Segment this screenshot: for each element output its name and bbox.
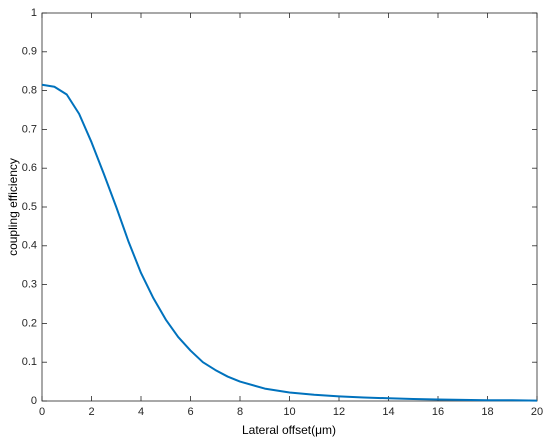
y-tick-label: 0.1	[22, 356, 37, 368]
x-tick-label: 2	[88, 406, 94, 418]
y-tick-label: 0.6	[22, 162, 37, 174]
x-tick-label: 14	[382, 406, 394, 418]
x-tick-label: 10	[283, 406, 295, 418]
y-tick-label: 0.3	[22, 279, 37, 291]
x-tick-label: 16	[432, 406, 444, 418]
x-axis-label: Lateral offset(μm)	[242, 423, 336, 437]
y-axis-label: coupling efficiency	[6, 158, 20, 256]
y-tick-label: 0.7	[22, 123, 37, 135]
x-tick-label: 8	[237, 406, 243, 418]
y-tick-label: 0.8	[22, 85, 37, 97]
y-tick-label: 1	[31, 7, 37, 19]
x-tick-label: 12	[333, 406, 345, 418]
x-tick-label: 20	[531, 406, 543, 418]
y-tick-label: 0.4	[22, 240, 37, 252]
y-tick-label: 0.9	[22, 46, 37, 58]
x-tick-label: 0	[39, 406, 45, 418]
y-tick-label: 0	[31, 395, 37, 407]
x-tick-label: 4	[138, 406, 144, 418]
x-tick-label: 18	[481, 406, 493, 418]
x-tick-label: 6	[187, 406, 193, 418]
y-tick-label: 0.2	[22, 317, 37, 329]
data-line	[41, 83, 538, 402]
plot-area	[41, 12, 538, 402]
y-tick-label: 0.5	[22, 201, 37, 213]
